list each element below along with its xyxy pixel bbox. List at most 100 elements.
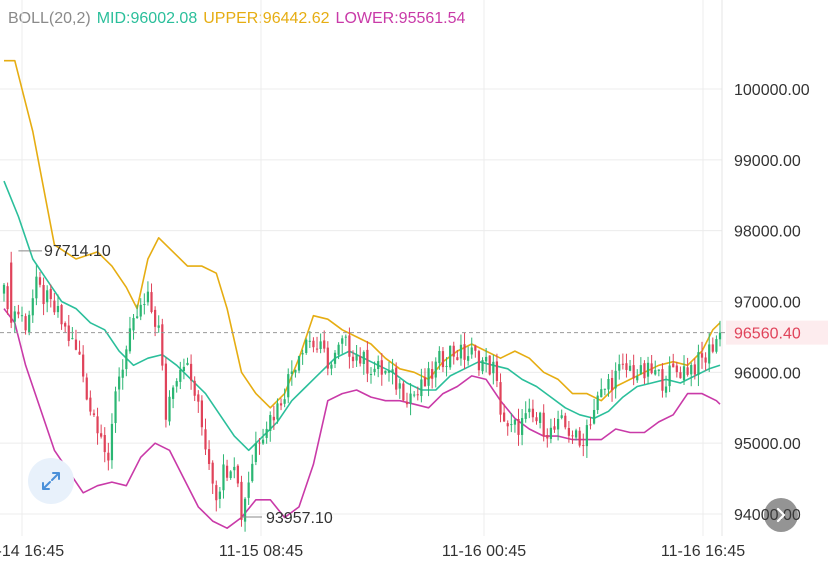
candle — [121, 359, 124, 390]
candle-body — [31, 298, 34, 316]
candle — [481, 357, 484, 375]
candle — [636, 369, 639, 383]
candle-body — [355, 354, 358, 361]
candle-body — [445, 365, 448, 367]
candle-body — [121, 369, 124, 378]
candle-body — [413, 394, 416, 396]
candle — [348, 327, 351, 369]
candle-body — [125, 349, 128, 370]
candle — [664, 375, 668, 398]
candle-body — [326, 347, 329, 369]
candle-body — [308, 340, 311, 342]
candle-body — [636, 376, 639, 381]
candle-body — [46, 290, 49, 303]
candle-body — [592, 409, 596, 424]
candle — [718, 320, 722, 347]
candle-body — [243, 498, 247, 522]
candle-body — [89, 397, 92, 412]
candle-body — [600, 389, 603, 398]
candle-body — [661, 369, 664, 391]
candle — [60, 303, 63, 330]
candle-body — [154, 309, 157, 327]
candle-body — [690, 364, 693, 375]
candle — [423, 368, 427, 387]
candle-body — [265, 428, 268, 438]
candle — [359, 347, 362, 367]
candle-body — [150, 292, 153, 313]
candle-body — [409, 393, 412, 404]
candle-body — [337, 344, 340, 355]
candle — [20, 306, 24, 322]
legend-mid: MID:96002.08 — [96, 10, 198, 27]
candle — [535, 412, 538, 425]
candle — [679, 366, 682, 379]
candle — [215, 480, 218, 512]
candle-body — [646, 362, 650, 377]
candle-body — [503, 412, 506, 422]
candle-body — [272, 416, 275, 421]
candle — [225, 459, 229, 482]
candle — [100, 424, 103, 439]
candle — [582, 433, 585, 457]
candle-body — [359, 356, 362, 364]
candle — [355, 345, 358, 367]
candle — [657, 369, 660, 377]
candle-body — [330, 364, 333, 369]
candle — [341, 335, 344, 354]
candle — [189, 354, 193, 390]
candle-body — [610, 377, 614, 391]
candle — [477, 349, 481, 376]
legend-upper: UPPER:96442.62 — [203, 10, 330, 27]
candle-body — [20, 315, 24, 317]
candle — [17, 304, 20, 319]
candle — [6, 282, 9, 315]
candle — [261, 428, 265, 445]
candle-body — [560, 415, 563, 418]
candle — [276, 398, 279, 424]
candle — [236, 464, 239, 488]
candle-body — [538, 412, 542, 423]
candle-body — [319, 341, 322, 350]
candle-body — [441, 351, 445, 368]
scroll-latest-button[interactable] — [764, 498, 798, 532]
candle — [585, 419, 588, 458]
candle-body — [42, 285, 45, 305]
candle — [128, 316, 132, 354]
candle-body — [161, 324, 164, 366]
candle — [632, 354, 635, 386]
candle-body — [506, 423, 509, 427]
candle — [146, 281, 150, 306]
candle — [578, 427, 581, 448]
candle — [150, 283, 153, 314]
band-mid-line — [3, 180, 721, 452]
candle — [574, 428, 578, 441]
candle — [650, 355, 653, 375]
candle-body — [78, 351, 81, 355]
candle — [369, 367, 373, 384]
candle — [420, 368, 423, 403]
candle-body — [564, 415, 567, 428]
candle — [668, 356, 671, 393]
candle-body — [517, 418, 520, 435]
candle-body — [686, 367, 689, 375]
candle-body — [625, 363, 628, 371]
candle — [589, 416, 592, 430]
candle — [715, 335, 718, 354]
candle — [592, 398, 596, 425]
candle — [675, 361, 678, 378]
candle-body — [107, 452, 110, 461]
candle — [64, 321, 67, 333]
candle — [279, 398, 283, 411]
candle — [610, 369, 614, 402]
candle-body — [596, 395, 599, 411]
candle — [326, 341, 329, 376]
expand-button[interactable] — [28, 458, 74, 504]
candle-body — [71, 338, 74, 340]
candle-body — [477, 351, 481, 371]
candle — [492, 354, 495, 385]
candle — [35, 265, 38, 306]
candle-body — [715, 339, 718, 352]
candle-body — [420, 379, 423, 397]
candle — [287, 368, 290, 404]
